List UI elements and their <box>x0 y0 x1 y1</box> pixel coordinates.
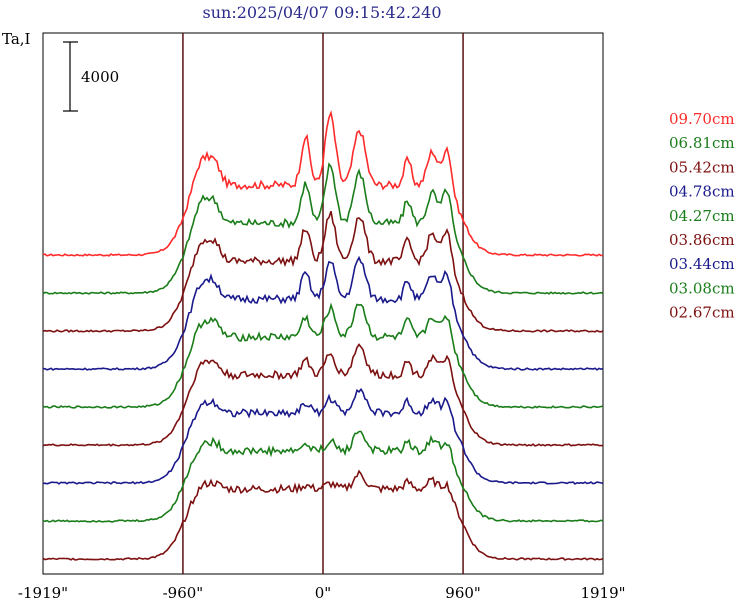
series-line-03.44cm <box>42 387 604 485</box>
series-line-02.67cm <box>42 469 604 561</box>
x-tick-label: -1919" <box>18 584 68 602</box>
series-line-03.86cm <box>42 343 603 447</box>
scale-bar: 4000 <box>63 41 119 112</box>
series-line-04.27cm <box>42 302 604 409</box>
y-axis-label: Ta,I <box>2 30 31 48</box>
legend-entry: 05.42cm <box>669 158 735 176</box>
legend-entry: 03.86cm <box>669 231 735 249</box>
legend-entry: 02.67cm <box>669 304 735 322</box>
x-tick-label: 960" <box>445 584 481 602</box>
x-tick-label: 0" <box>315 584 331 602</box>
legend-entry: 06.81cm <box>669 134 735 152</box>
series-line-05.42cm <box>42 211 604 333</box>
legend-entry: 03.44cm <box>669 255 735 273</box>
series-line-04.78cm <box>42 255 604 371</box>
scale-bar-label: 4000 <box>81 68 119 86</box>
legend-entry: 03.08cm <box>669 279 735 297</box>
series-line-03.08cm <box>42 430 604 523</box>
legend-entry: 09.70cm <box>669 110 735 128</box>
x-tick-label: -960" <box>163 584 204 602</box>
legend-entry: 04.27cm <box>669 207 735 225</box>
chart-title: sun:2025/04/07 09:15:42.240 <box>203 3 442 22</box>
series-line-06.81cm <box>42 162 604 295</box>
legend-entry: 04.78cm <box>669 183 735 201</box>
x-tick-label: 1919" <box>580 584 625 602</box>
series-line-09.70cm <box>42 110 604 257</box>
